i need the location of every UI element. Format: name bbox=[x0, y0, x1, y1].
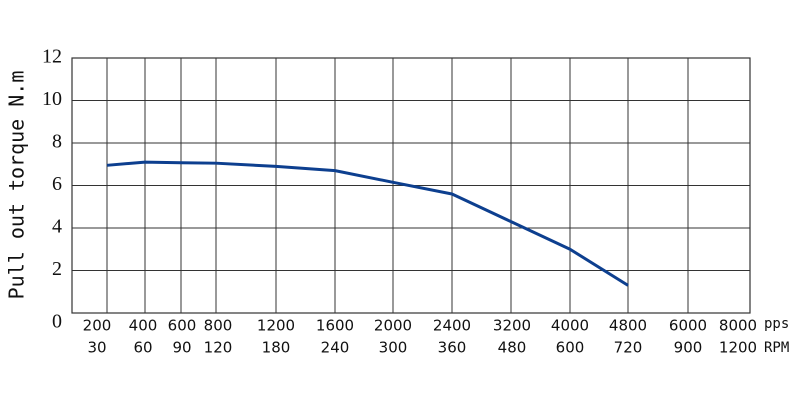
x-tick-label: 200 bbox=[83, 317, 112, 335]
x-tick-label-rpm: 900 bbox=[674, 339, 703, 357]
x-unit: pps bbox=[764, 316, 789, 332]
x-tick-label-rpm: 300 bbox=[379, 339, 408, 357]
y-tick-label: 12 bbox=[42, 46, 62, 68]
x-tick-label: 4800 bbox=[609, 317, 647, 335]
data-line bbox=[106, 160, 629, 287]
x-tick-label-rpm: 240 bbox=[321, 339, 350, 357]
x-tick-label: 800 bbox=[204, 317, 233, 335]
x-tick-label: 1600 bbox=[316, 317, 354, 335]
y-tick-label: 6 bbox=[52, 173, 62, 195]
y-tick-label: 8 bbox=[52, 131, 62, 153]
x-tick-label: 600 bbox=[168, 317, 197, 335]
y-tick-label: 10 bbox=[42, 88, 62, 110]
y-axis-label: Pull out torque N.m bbox=[5, 71, 29, 300]
x-tick-label-rpm: 1200 bbox=[719, 339, 757, 357]
x-tick-label: 3200 bbox=[493, 317, 531, 335]
x-tick-label: 4000 bbox=[551, 317, 589, 335]
y-tick-label: 4 bbox=[52, 216, 62, 238]
x-tick-label: 6000 bbox=[669, 317, 707, 335]
x-tick-label-rpm: 120 bbox=[204, 339, 233, 357]
x-tick-label-rpm: 360 bbox=[438, 339, 467, 357]
y-tick-label: 0 bbox=[52, 311, 62, 333]
x-tick-label-rpm: 480 bbox=[498, 339, 527, 357]
x-tick-label: 2000 bbox=[374, 317, 412, 335]
x-tick-label-rpm: 720 bbox=[614, 339, 643, 357]
x-tick-label-rpm: 180 bbox=[262, 339, 291, 357]
x-tick-label-rpm: 90 bbox=[172, 339, 191, 357]
x2-unit: RPM bbox=[764, 340, 789, 356]
x-tick-label: 400 bbox=[129, 317, 158, 335]
x-tick-label-rpm: 60 bbox=[133, 339, 152, 357]
y-tick-label: 2 bbox=[52, 258, 62, 280]
x-tick-label: 8000 bbox=[719, 317, 757, 335]
x-tick-label-rpm: 600 bbox=[556, 339, 585, 357]
x-tick-label: 2400 bbox=[433, 317, 471, 335]
x-tick-label: 1200 bbox=[257, 317, 295, 335]
x-tick-label-rpm: 30 bbox=[87, 339, 106, 357]
